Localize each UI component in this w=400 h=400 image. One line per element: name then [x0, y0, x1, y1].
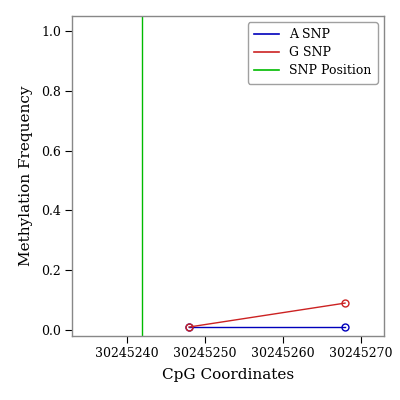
X-axis label: CpG Coordinates: CpG Coordinates: [162, 368, 294, 382]
Y-axis label: Methylation Frequency: Methylation Frequency: [19, 86, 33, 266]
Legend: A SNP, G SNP, SNP Position: A SNP, G SNP, SNP Position: [248, 22, 378, 84]
